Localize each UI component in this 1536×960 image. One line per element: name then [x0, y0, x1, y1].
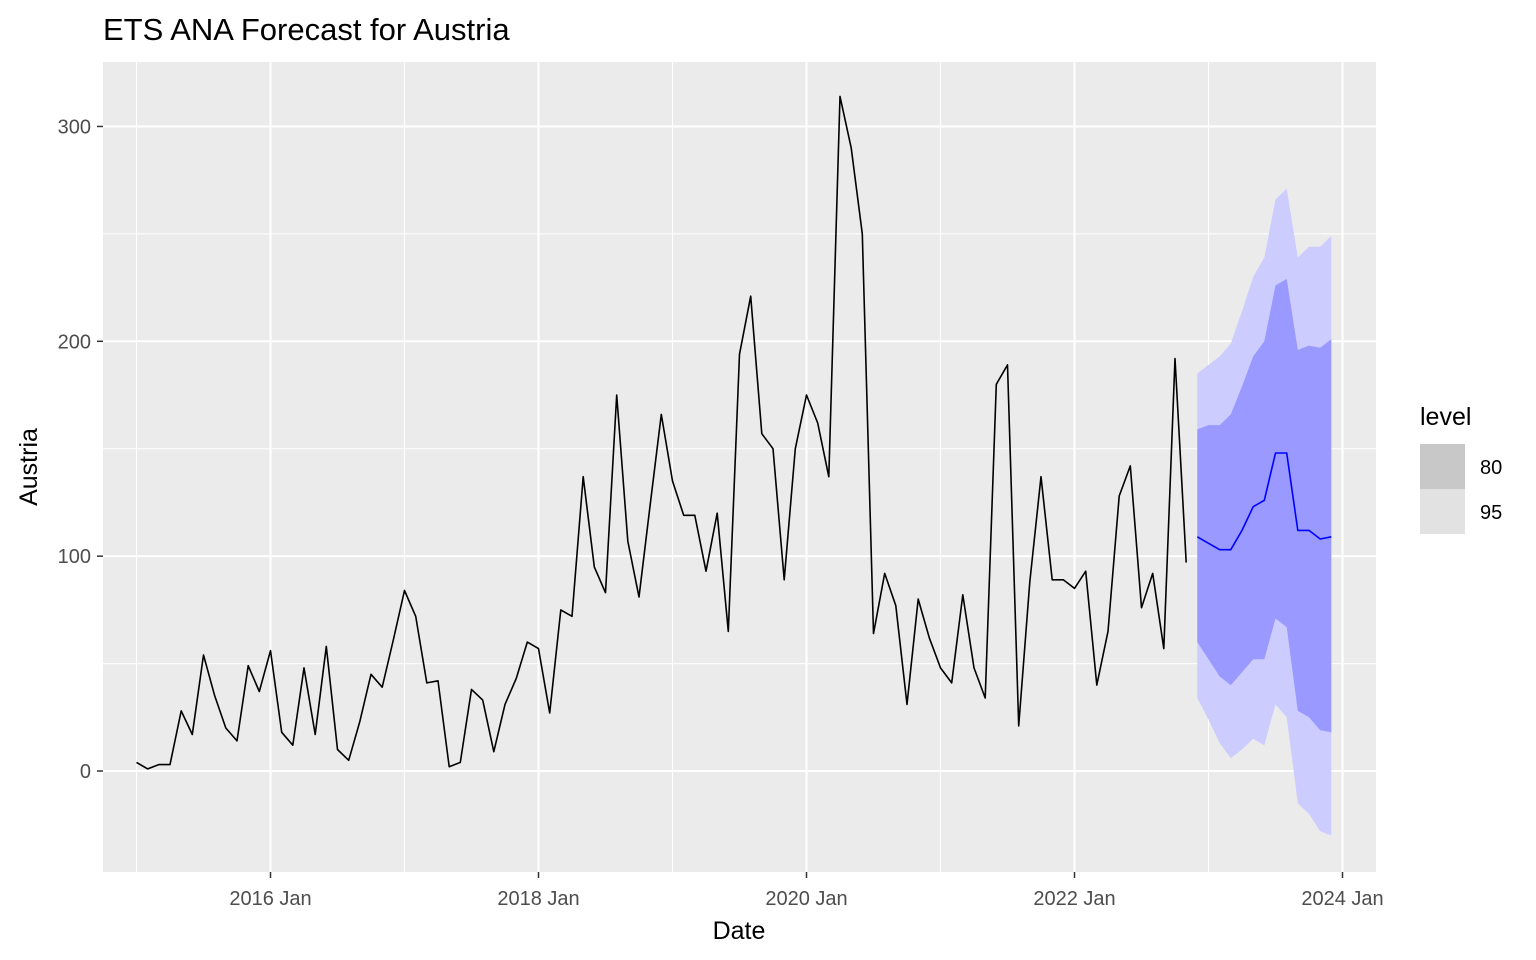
plot-panel — [103, 62, 1376, 872]
x-tick-label: 2018 Jan — [497, 888, 579, 910]
interval-80-band — [1197, 279, 1332, 733]
legend-key-80 — [1420, 444, 1465, 489]
chart-title: ETS ANA Forecast for Austria — [103, 12, 510, 47]
series-lines — [136, 95, 1332, 770]
legend-label: 80 — [1480, 457, 1502, 479]
x-tick-label: 2020 Jan — [765, 888, 847, 910]
forecast-mean-line — [1196, 452, 1332, 551]
y-axis: 0 100 200 300 — [58, 116, 103, 783]
x-tick-label: 2016 Jan — [229, 888, 311, 910]
x-tick-label: 2022 Jan — [1033, 888, 1115, 910]
x-axis: 2016 Jan 2018 Jan 2020 Jan 2022 Jan 2024 Jan — [229, 872, 1384, 910]
y-axis-title: Austria — [15, 428, 43, 506]
forecast-intervals — [1197, 188, 1332, 836]
minor-gridlines — [103, 62, 1376, 872]
major-gridlines — [103, 62, 1376, 872]
y-tick-label: 200 — [58, 331, 91, 353]
legend-title: level — [1420, 403, 1471, 431]
observed-series-line — [136, 95, 1187, 770]
legend-key-95 — [1420, 489, 1465, 534]
x-axis-title: Date — [713, 917, 766, 945]
y-tick-label: 100 — [58, 546, 91, 568]
legend: level 80 95 — [1420, 403, 1502, 534]
y-tick-label: 0 — [80, 761, 91, 783]
x-tick-label: 2024 Jan — [1301, 888, 1383, 910]
legend-label: 95 — [1480, 502, 1502, 524]
y-tick-label: 300 — [58, 116, 91, 138]
